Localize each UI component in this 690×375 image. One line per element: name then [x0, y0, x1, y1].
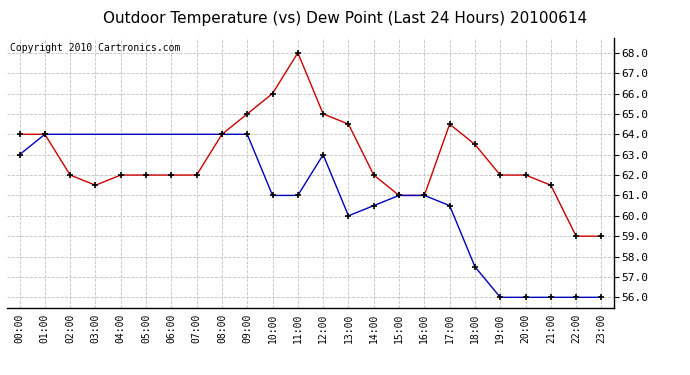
Text: Outdoor Temperature (vs) Dew Point (Last 24 Hours) 20100614: Outdoor Temperature (vs) Dew Point (Last…: [103, 11, 587, 26]
Text: Copyright 2010 Cartronics.com: Copyright 2010 Cartronics.com: [10, 43, 180, 53]
